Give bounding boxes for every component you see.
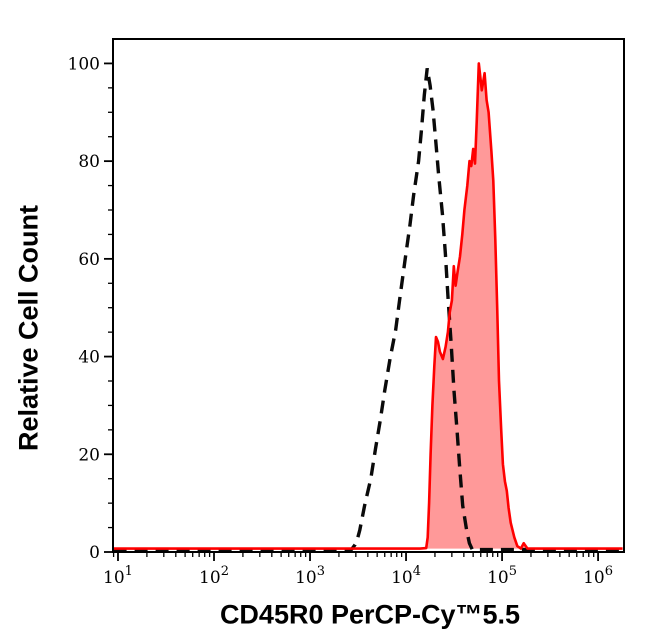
x-tick-label: 103 [295, 564, 325, 588]
y-tick-label: 80 [78, 152, 100, 172]
x-tick-label: 106 [583, 564, 613, 588]
stained-sample-curve [113, 62, 623, 550]
x-tick-label: 104 [391, 564, 421, 588]
x-axis-label: CD45R0 PerCP-Cy™5.5 [219, 599, 521, 630]
plot-border [112, 38, 625, 553]
y-tick-label: 20 [78, 445, 100, 465]
y-tick-label: 60 [78, 250, 100, 270]
y-tick-label: 100 [68, 54, 100, 74]
stained-sample-fill [113, 63, 623, 549]
axes: 0 20 40 60 80 100 101 102 103 104 105 106 [68, 54, 613, 588]
y-tick-label: 40 [78, 348, 100, 368]
plot-area [113, 62, 623, 552]
isotype-control-curve [113, 68, 623, 552]
y-tick-label: 0 [89, 543, 100, 563]
x-tick-label: 102 [199, 564, 229, 588]
x-tick-label: 101 [103, 564, 133, 588]
x-tick-label: 105 [487, 564, 517, 588]
